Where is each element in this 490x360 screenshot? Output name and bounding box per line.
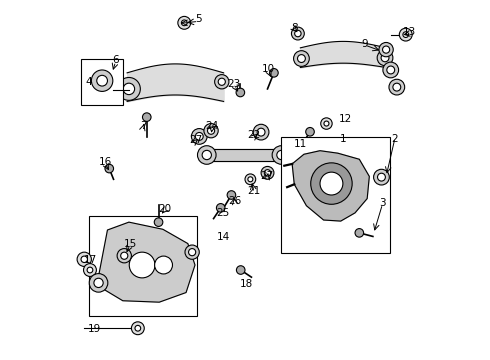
Circle shape — [381, 54, 389, 62]
Text: 8: 8 — [292, 23, 298, 33]
Circle shape — [261, 166, 274, 179]
Circle shape — [117, 249, 131, 263]
Text: 27: 27 — [261, 171, 274, 181]
Circle shape — [143, 113, 151, 121]
Text: 10: 10 — [262, 64, 275, 74]
Circle shape — [215, 75, 229, 89]
Circle shape — [248, 177, 253, 182]
Circle shape — [89, 274, 108, 292]
Circle shape — [253, 124, 269, 140]
Text: 22: 22 — [247, 130, 261, 140]
Text: 1: 1 — [340, 134, 346, 144]
Text: 23: 23 — [228, 78, 241, 89]
Circle shape — [383, 62, 398, 78]
Circle shape — [237, 266, 245, 274]
Circle shape — [383, 46, 390, 53]
Text: 3: 3 — [379, 198, 386, 208]
Circle shape — [393, 83, 401, 91]
Circle shape — [297, 55, 305, 63]
Circle shape — [379, 42, 393, 57]
Circle shape — [264, 170, 270, 176]
Circle shape — [178, 17, 191, 29]
Circle shape — [121, 252, 128, 259]
Circle shape — [77, 252, 92, 266]
Text: 11: 11 — [294, 139, 307, 149]
Polygon shape — [292, 151, 369, 221]
Text: 24: 24 — [205, 121, 219, 131]
Text: 27: 27 — [189, 135, 202, 145]
Circle shape — [377, 50, 393, 66]
Text: 14: 14 — [217, 232, 230, 242]
Circle shape — [399, 28, 412, 41]
Text: 19: 19 — [88, 324, 101, 334]
Text: 17: 17 — [84, 255, 98, 265]
Text: 16: 16 — [98, 157, 112, 167]
Text: 18: 18 — [240, 279, 253, 289]
Circle shape — [185, 245, 199, 259]
Text: 4: 4 — [85, 77, 92, 87]
Text: 7: 7 — [140, 121, 147, 131]
Circle shape — [272, 146, 291, 164]
Text: 5: 5 — [195, 14, 202, 24]
Circle shape — [245, 174, 256, 185]
Circle shape — [321, 118, 332, 129]
Circle shape — [377, 173, 386, 181]
Circle shape — [118, 77, 140, 100]
Circle shape — [129, 252, 155, 278]
Circle shape — [306, 127, 314, 136]
Circle shape — [94, 278, 103, 288]
Circle shape — [218, 78, 225, 85]
Circle shape — [257, 128, 265, 136]
Text: 25: 25 — [216, 208, 229, 218]
Bar — [81, 59, 123, 105]
Circle shape — [135, 325, 141, 331]
Circle shape — [324, 121, 329, 126]
Text: 20: 20 — [158, 204, 171, 214]
Text: 21: 21 — [247, 186, 261, 196]
Circle shape — [202, 150, 211, 159]
Text: 13: 13 — [403, 27, 416, 37]
Circle shape — [155, 256, 172, 274]
Circle shape — [294, 51, 309, 66]
Circle shape — [87, 267, 93, 273]
Circle shape — [189, 249, 196, 256]
Circle shape — [387, 66, 394, 74]
Circle shape — [236, 88, 245, 97]
Text: 6: 6 — [112, 55, 119, 65]
Circle shape — [355, 229, 364, 237]
Circle shape — [292, 27, 304, 40]
Circle shape — [196, 132, 203, 140]
Circle shape — [277, 150, 286, 159]
Circle shape — [131, 322, 144, 335]
Circle shape — [81, 256, 88, 262]
Circle shape — [123, 83, 135, 95]
Bar — [281, 137, 390, 253]
Text: 12: 12 — [339, 113, 352, 123]
Circle shape — [204, 123, 218, 138]
Circle shape — [403, 32, 409, 37]
Polygon shape — [98, 222, 195, 302]
Circle shape — [92, 70, 113, 91]
Circle shape — [389, 79, 405, 95]
Bar — [89, 216, 197, 316]
Circle shape — [83, 264, 97, 276]
Circle shape — [154, 218, 163, 226]
Circle shape — [97, 75, 107, 86]
Circle shape — [192, 129, 207, 144]
Circle shape — [311, 163, 352, 204]
Text: 26: 26 — [228, 197, 242, 206]
Circle shape — [217, 203, 225, 212]
Circle shape — [373, 169, 390, 185]
Circle shape — [181, 20, 187, 26]
Circle shape — [197, 146, 216, 164]
Text: 9: 9 — [361, 39, 368, 49]
Circle shape — [227, 191, 236, 199]
Circle shape — [207, 127, 215, 134]
Circle shape — [105, 164, 114, 173]
Circle shape — [270, 68, 278, 77]
Text: 2: 2 — [392, 134, 398, 144]
Circle shape — [320, 172, 343, 195]
Circle shape — [294, 30, 301, 37]
Text: 15: 15 — [123, 239, 137, 249]
